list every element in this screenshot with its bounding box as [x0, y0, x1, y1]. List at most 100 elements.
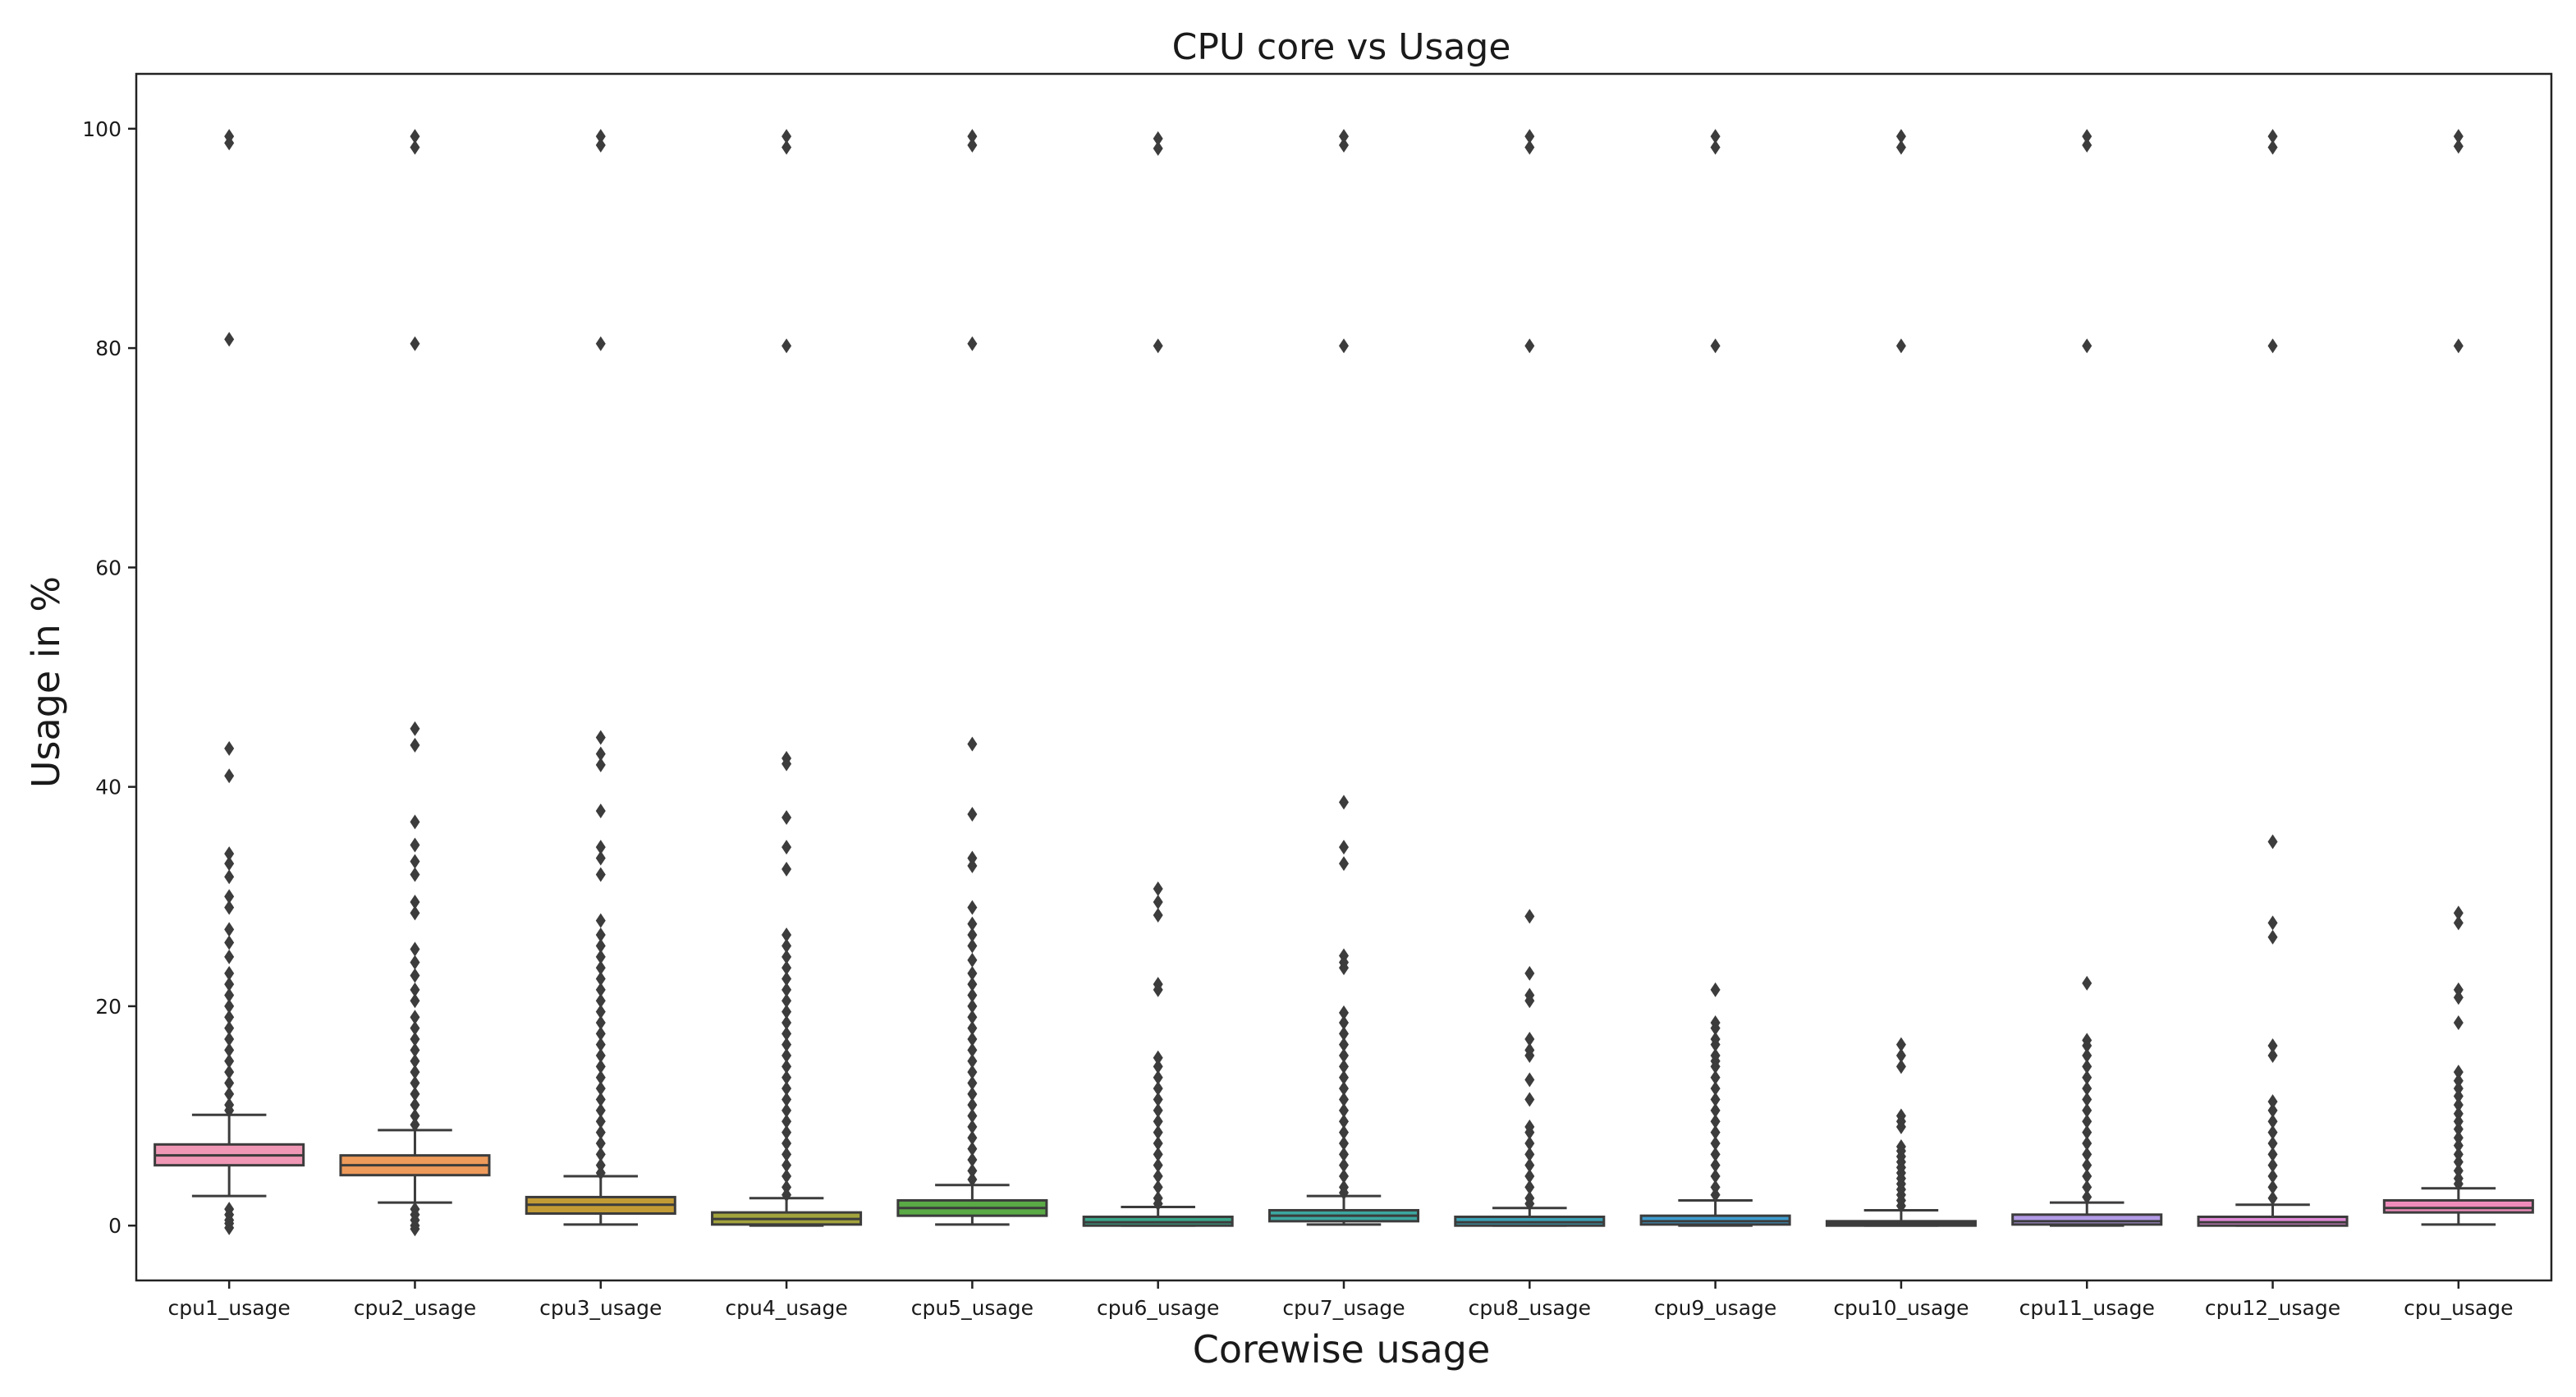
outlier-point: [595, 137, 606, 153]
outlier-point: [2453, 1163, 2464, 1179]
outlier-point: [410, 140, 420, 155]
outlier-point: [2453, 1073, 2464, 1088]
outlier-point: [967, 858, 978, 873]
outlier-point: [224, 332, 235, 347]
outlier-point: [782, 928, 792, 943]
outlier-point: [2082, 1124, 2092, 1140]
outlier-point: [224, 900, 235, 915]
outlier-point: [1895, 1048, 1906, 1064]
outlier-point: [595, 1059, 606, 1074]
outlier-point: [595, 1048, 606, 1064]
outlier-point: [1339, 1185, 1349, 1201]
outlier-point: [1153, 1169, 1163, 1184]
outlier-point: [1339, 1147, 1349, 1162]
outlier-point: [1524, 1135, 1535, 1151]
box-cpu8_usage: [1454, 129, 1606, 1227]
outlier-point: [2453, 139, 2464, 154]
x-tick-label: cpu11_usage: [2019, 1296, 2155, 1320]
outlier-point: [410, 941, 420, 957]
outlier-point: [782, 1048, 792, 1064]
outlier-point: [1153, 1157, 1163, 1173]
outlier-point: [967, 1163, 978, 1179]
outlier-point: [2082, 1081, 2092, 1097]
outlier-point: [410, 1097, 420, 1113]
outlier-point: [1524, 1124, 1535, 1140]
outlier-point: [595, 129, 606, 144]
outlier-point: [410, 1086, 420, 1102]
outlier-point: [1710, 1059, 1721, 1074]
outlier-point: [1339, 338, 1349, 354]
outlier-point: [595, 1070, 606, 1085]
outlier-point: [782, 1102, 792, 1118]
outlier-point: [2082, 137, 2092, 153]
outlier-point: [1339, 1135, 1349, 1151]
outlier-point: [782, 1179, 792, 1195]
outlier-point: [1710, 1124, 1721, 1140]
outlier-point: [967, 137, 978, 153]
outlier-point: [410, 1065, 420, 1080]
outlier-point: [224, 998, 235, 1014]
outlier-point: [1710, 338, 1721, 354]
outlier-point: [967, 952, 978, 968]
outlier-point: [2453, 990, 2464, 1005]
outlier-point: [1710, 1147, 1721, 1162]
outlier-point: [224, 977, 235, 992]
outlier-point: [224, 846, 235, 862]
outlier-point: [595, 757, 606, 772]
x-tick-label: cpu8_usage: [1469, 1296, 1591, 1320]
outlier-point: [2453, 1097, 2464, 1113]
outlier-point: [2267, 1135, 2278, 1151]
outlier-point: [1524, 965, 1535, 981]
outlier-point: [967, 987, 978, 1003]
outlier-point: [224, 965, 235, 981]
outlier-point: [967, 1172, 978, 1188]
outlier-point: [1153, 1124, 1163, 1140]
outlier-point: [1710, 1037, 1721, 1052]
outlier-point: [967, 1010, 978, 1025]
outlier-point: [224, 987, 235, 1003]
outlier-point: [1710, 1070, 1721, 1085]
outlier-point: [2267, 834, 2278, 850]
outlier-point: [1339, 1114, 1349, 1129]
outlier-point: [224, 889, 235, 905]
outlier-point: [2267, 1048, 2278, 1064]
outlier-point: [1153, 1179, 1163, 1195]
outlier-point: [1710, 1020, 1721, 1036]
outlier-point: [1524, 1157, 1535, 1173]
outlier-point: [967, 977, 978, 992]
outlier-point: [1339, 1026, 1349, 1042]
outlier-point: [2267, 1124, 2278, 1140]
outlier-point: [224, 949, 235, 964]
outlier-point: [595, 1102, 606, 1118]
outlier-point: [1710, 1102, 1721, 1118]
outlier-point: [2453, 982, 2464, 997]
outlier-point: [224, 1220, 235, 1235]
outlier-point: [1339, 1102, 1349, 1118]
outlier-point: [2267, 1038, 2278, 1054]
x-tick-label: cpu3_usage: [539, 1296, 662, 1320]
outlier-point: [1710, 1157, 1721, 1173]
outlier-point: [595, 1114, 606, 1129]
outlier-point: [1153, 1147, 1163, 1162]
outlier-point: [1895, 1059, 1906, 1074]
outlier-point: [224, 1010, 235, 1025]
outlier-point: [782, 840, 792, 855]
outlier-point: [2453, 1065, 2464, 1080]
outlier-point: [410, 1010, 420, 1025]
outlier-point: [967, 1065, 978, 1080]
outlier-point: [410, 1042, 420, 1058]
outlier-point: [2082, 1179, 2092, 1195]
outlier-point: [2267, 1102, 2278, 1118]
outlier-point: [782, 1092, 792, 1107]
outlier-point: [1524, 1147, 1535, 1162]
outlier-point: [410, 894, 420, 909]
outlier-point: [410, 1108, 420, 1124]
outlier-point: [967, 1130, 978, 1146]
outlier-point: [1710, 1135, 1721, 1151]
outlier-point: [595, 1004, 606, 1019]
outlier-point: [967, 1075, 978, 1091]
outlier-point: [2267, 929, 2278, 945]
outlier-point: [224, 1075, 235, 1091]
outlier-point: [224, 768, 235, 784]
outlier-point: [2082, 1059, 2092, 1074]
